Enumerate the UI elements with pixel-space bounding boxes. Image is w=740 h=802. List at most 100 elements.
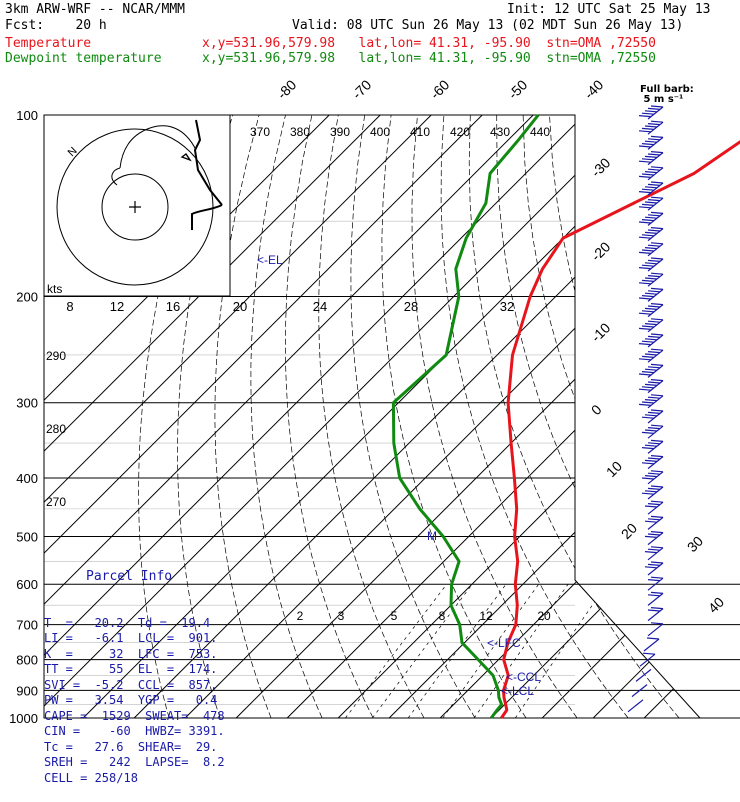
- wind-barb-flag: [639, 359, 651, 360]
- wind-barb-flag: [645, 430, 657, 431]
- wind-barb: [639, 349, 663, 362]
- wind-barb-flag: [651, 547, 663, 548]
- isotherm-label: 40: [705, 594, 727, 616]
- wind-barb-flag: [645, 536, 657, 537]
- dry-adiabat: [382, 115, 526, 718]
- level-annotation: <-CCL: [506, 670, 541, 684]
- wind-barb-flag: [648, 260, 660, 261]
- wind-barb-flag: [642, 189, 654, 190]
- theta-label: 400: [370, 125, 390, 139]
- dewpoint-line: [393, 115, 538, 718]
- wind-barb-flag: [648, 397, 660, 398]
- isotherm-label: -50: [505, 76, 531, 102]
- wind-barb-flag: [639, 131, 651, 132]
- wind-barb-flag: [645, 278, 657, 279]
- wind-barb-flag: [639, 389, 651, 390]
- wind-barb-flag: [648, 367, 660, 368]
- wind-barb-flag: [645, 187, 657, 188]
- parcel-info-title: Parcel Info: [86, 569, 232, 585]
- dry-adiabat: [251, 115, 322, 718]
- dry-adiabat: [319, 115, 424, 718]
- wind-barb-flag: [651, 608, 663, 609]
- isotherm-label: -30: [588, 154, 614, 180]
- wind-barb-flag: [648, 154, 660, 155]
- wind-barb-flag: [642, 356, 654, 357]
- wind-barb-flag: [651, 425, 663, 426]
- mixing-ratio-line: [345, 584, 446, 718]
- wind-barb-flag: [642, 204, 654, 205]
- pressure-tick-label: 800: [16, 653, 38, 668]
- parcel-info-row: SREH = 242 LAPSE= 8.2: [44, 755, 232, 771]
- isotherm-label: -60: [427, 76, 453, 102]
- wind-barb-flag: [651, 228, 663, 229]
- dry-adiabat: [708, 115, 740, 718]
- wind-barb: [642, 425, 663, 438]
- wind-barb-flag: [648, 519, 660, 520]
- wind-barb-flag: [642, 463, 654, 464]
- wind-barb: [639, 228, 663, 241]
- mixing-ratio-label: 20: [537, 609, 551, 623]
- wind-speed-label: 16: [166, 299, 180, 314]
- wind-barb-flag: [648, 184, 660, 185]
- wind-barb-staff: [644, 639, 659, 651]
- wind-barb-flag: [642, 128, 654, 129]
- wind-barb: [645, 532, 663, 545]
- pressure-tick-label: 400: [16, 471, 38, 486]
- isotherm-label: 20: [618, 520, 640, 542]
- wind-barb-flag: [648, 245, 660, 246]
- wind-barb-flag: [642, 341, 654, 342]
- wind-barb-flag: [651, 197, 663, 198]
- wind-barb-flag: [642, 387, 654, 388]
- wind-barb-flag: [648, 200, 660, 201]
- dry-adiabat: [497, 115, 730, 718]
- wind-barb-flag: [651, 349, 663, 350]
- isotherm-label: 10: [603, 458, 625, 480]
- mixing-ratio-line: [372, 584, 472, 718]
- wind-barb-flag: [639, 252, 651, 253]
- pressure-tick-label: 1000: [9, 711, 38, 726]
- wind-barb-flag: [648, 488, 660, 489]
- isotherm-line: [542, 115, 740, 718]
- theta-label: 410: [410, 125, 430, 139]
- wind-barb-flag: [642, 296, 654, 297]
- isotherm-label: -20: [588, 238, 614, 264]
- wind-barb-flag: [642, 326, 654, 327]
- wind-barb-flag: [651, 562, 663, 563]
- wind-barb: [639, 304, 663, 317]
- wind-barb-flag: [645, 384, 657, 385]
- wind-barb-flag: [648, 473, 660, 474]
- wind-barb-flag: [639, 374, 651, 375]
- isotherm-line: [389, 115, 740, 718]
- wind-barb-flag: [645, 567, 657, 568]
- wind-barb-flag: [642, 280, 654, 281]
- wind-barb: [645, 562, 663, 575]
- wind-barb-flag: [645, 552, 657, 553]
- wind-barb-flag: [651, 532, 663, 533]
- dry-adiabat: [655, 115, 740, 718]
- wind-barb-flag: [651, 334, 663, 335]
- mixing-ratio-label: 8: [439, 609, 446, 623]
- wind-barb-flag: [639, 222, 651, 223]
- wind-barb-flag: [651, 471, 663, 472]
- wind-barb-flag: [645, 415, 657, 416]
- wind-barb-flag: [651, 319, 663, 320]
- isotherm-label: -70: [349, 76, 375, 102]
- parcel-info-row: TT = 55 EL = 174.: [44, 662, 232, 678]
- wind-barb-flag: [639, 313, 651, 314]
- wind-barb-flag: [645, 308, 657, 309]
- wind-speed-label: 28: [404, 299, 418, 314]
- wind-barb: [639, 395, 663, 408]
- wind-barb: [648, 608, 663, 621]
- theta-label: 270: [46, 495, 66, 509]
- wind-barb-flag: [651, 364, 663, 365]
- wind-barb: [642, 471, 663, 484]
- wind-barb-flag: [648, 291, 660, 292]
- isotherm-line: [593, 115, 740, 718]
- wind-barb: [639, 364, 663, 377]
- wind-barb-flag: [639, 328, 651, 329]
- parcel-info-row: CELL = 258/18: [44, 771, 232, 787]
- theta-label: 440: [530, 125, 550, 139]
- wind-barb-flag: [645, 248, 657, 249]
- wind-barb-flag: [639, 116, 651, 117]
